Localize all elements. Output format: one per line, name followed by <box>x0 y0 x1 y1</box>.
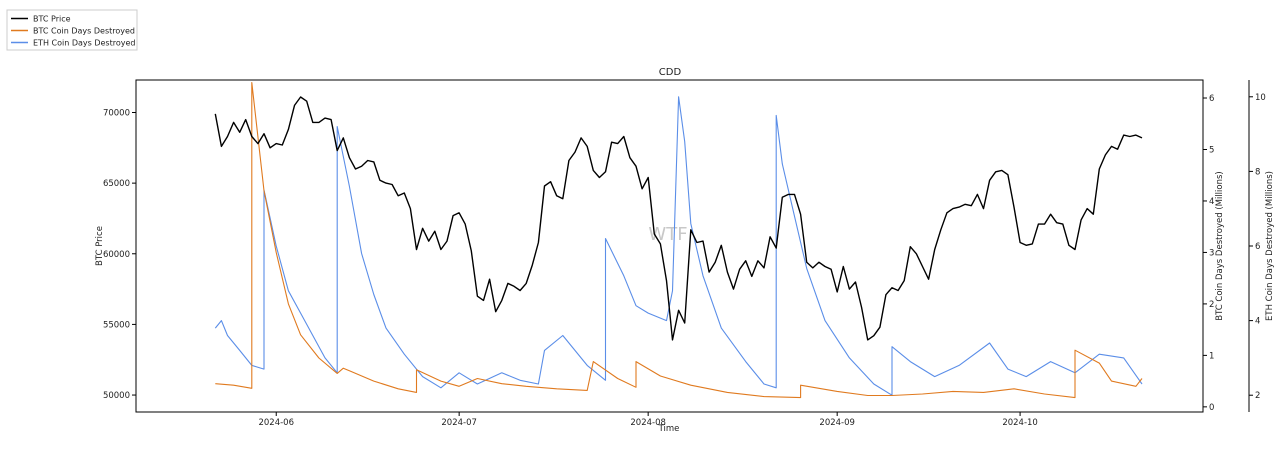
y-left-tick-label: 70000 <box>103 108 130 118</box>
y-axis-label-btc-cdd: BTC Coin Days Destroyed (Millions) <box>1215 171 1225 321</box>
y-left-tick-label: 55000 <box>103 320 130 330</box>
x-tick-label: 2024-10 <box>1002 418 1038 428</box>
x-tick-label: 2024-06 <box>258 418 294 428</box>
axis-ticks: 2024-06 2024-07 2024-08 2024-09 2024-10 50000… <box>103 93 1266 428</box>
y-right1-tick-label: 5 <box>1209 145 1214 155</box>
y-right2-tick-label: 8 <box>1255 167 1260 177</box>
series-eth-cdd <box>214 96 1143 396</box>
chart-title: CDD <box>659 67 682 78</box>
y-right2-tick-label: 2 <box>1255 391 1260 401</box>
y-left-tick-label: 65000 <box>103 179 130 189</box>
y-right1-tick-label: 6 <box>1209 94 1214 104</box>
x-tick-label: 2024-08 <box>630 418 666 428</box>
plot-frame <box>135 79 1204 413</box>
legend: BTC Price BTC Coin Days Destroyed ETH Co… <box>6 9 138 51</box>
y-left-tick-label: 60000 <box>103 250 130 260</box>
y-right1-tick-label: 0 <box>1209 403 1214 413</box>
y-axis-label-eth-cdd: ETH Coin Days Destroyed (Millions) <box>1265 171 1275 321</box>
x-tick-label: 2024-09 <box>819 418 855 428</box>
legend-label-eth-cdd: ETH Coin Days Destroyed <box>33 39 135 48</box>
y-right1-tick-label: 1 <box>1209 351 1214 361</box>
series-btc-cdd <box>215 82 1143 399</box>
legend-label-btc-cdd: BTC Coin Days Destroyed <box>33 27 135 36</box>
y-right1-tick-label: 4 <box>1209 197 1214 207</box>
x-axis-label: Time <box>658 424 680 434</box>
line-btc-price <box>214 96 1143 341</box>
legend-box <box>6 9 138 51</box>
y-right2-tick-label: 6 <box>1255 242 1260 252</box>
y-axis-label-btc-price: BTC Price <box>95 226 105 266</box>
x-tick-label: 2024-07 <box>441 418 477 428</box>
y-right1-tick-label: 3 <box>1209 248 1214 258</box>
y-right2-tick-label: 10 <box>1255 93 1266 103</box>
y-right1-tick-label: 2 <box>1209 300 1214 310</box>
series-btc-price <box>214 96 1143 341</box>
legend-label-btc-price: BTC Price <box>33 15 71 24</box>
line-eth-cdd <box>214 96 1143 396</box>
y-right2-tick-label: 4 <box>1255 317 1260 327</box>
y-left-tick-label: 50000 <box>103 391 130 401</box>
line-btc-cdd <box>215 82 1143 399</box>
